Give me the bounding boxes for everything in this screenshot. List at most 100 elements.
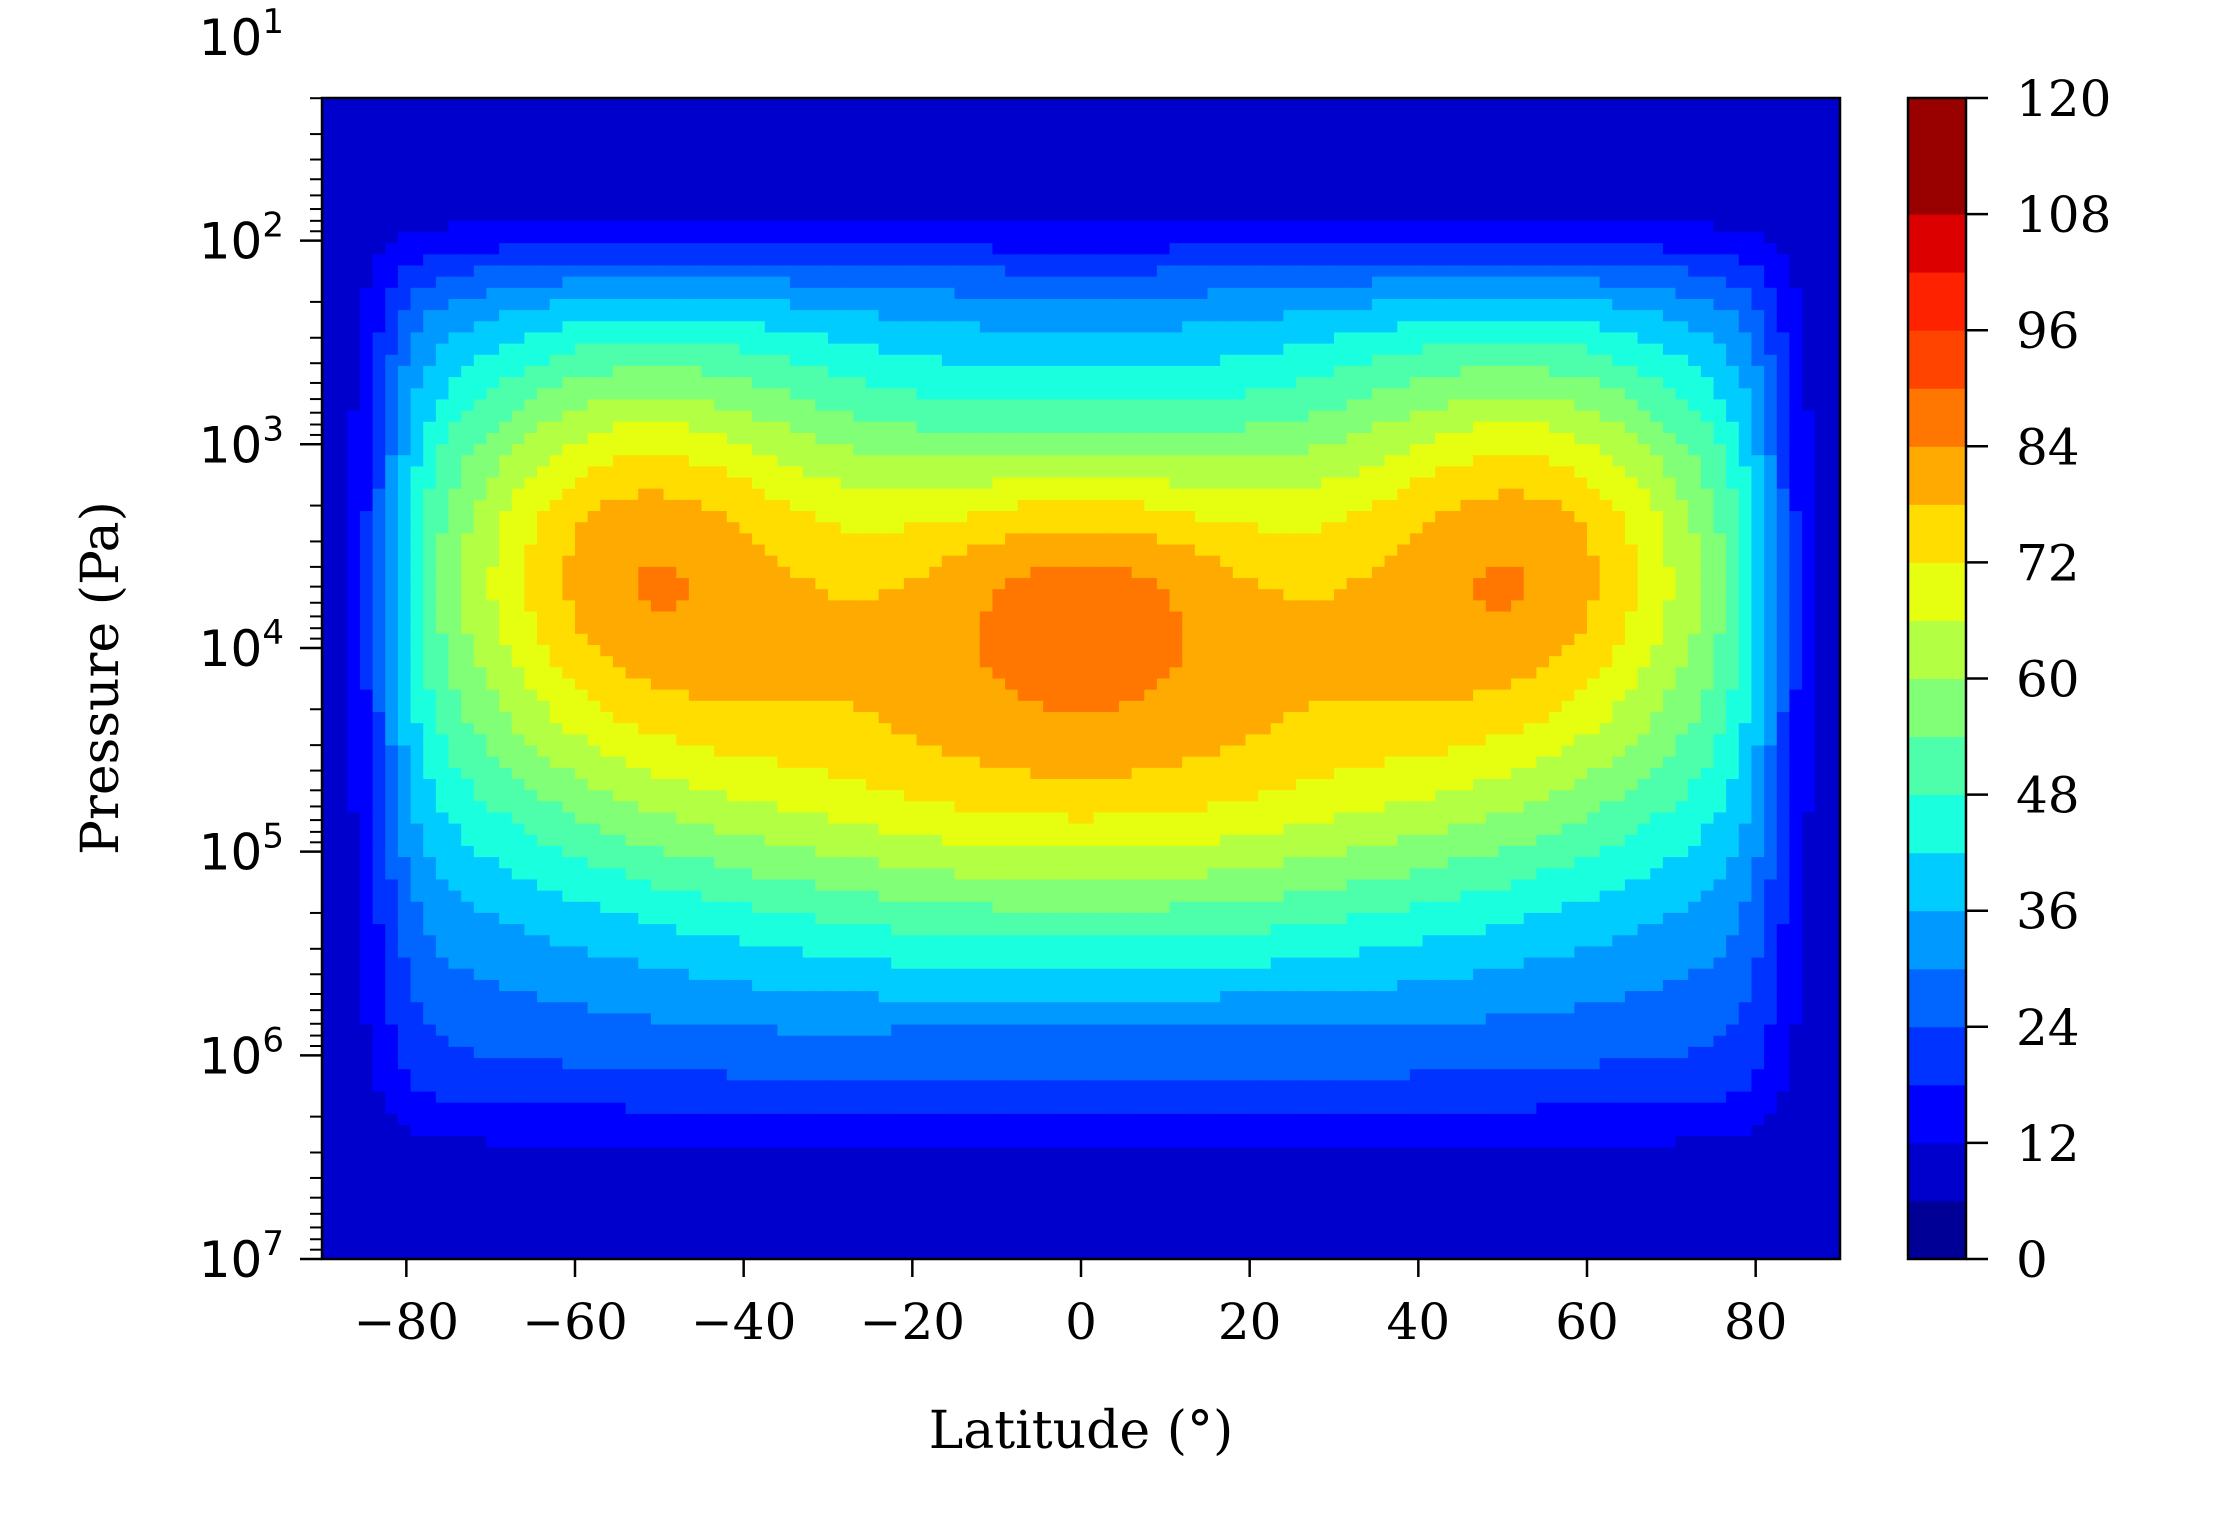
heatmap-cell bbox=[1726, 444, 1740, 456]
heatmap-cell bbox=[1030, 298, 1044, 311]
heatmap-cell bbox=[1131, 444, 1145, 456]
heatmap-cell bbox=[1814, 499, 1828, 512]
heatmap-cell bbox=[1245, 298, 1259, 311]
heatmap-cell bbox=[511, 477, 525, 490]
heatmap-cell bbox=[802, 231, 816, 244]
heatmap-cell bbox=[1599, 533, 1613, 546]
heatmap-cell bbox=[486, 488, 500, 501]
heatmap-cell bbox=[1599, 421, 1613, 434]
heatmap-cell bbox=[979, 231, 994, 244]
heatmap-cell bbox=[435, 176, 450, 188]
heatmap-cell bbox=[1081, 332, 1095, 345]
heatmap-cell bbox=[1422, 377, 1436, 389]
heatmap-cell bbox=[1106, 187, 1120, 200]
heatmap-cell bbox=[334, 287, 348, 300]
heatmap-cell bbox=[347, 131, 361, 144]
heatmap-cell bbox=[764, 365, 778, 378]
heatmap-cell bbox=[1068, 377, 1082, 389]
heatmap-cell bbox=[1334, 321, 1348, 334]
heatmap-cell bbox=[676, 455, 690, 467]
heatmap-cell bbox=[625, 198, 639, 211]
heatmap-cell bbox=[600, 444, 614, 456]
heatmap-cell bbox=[1422, 142, 1436, 155]
heatmap-cell bbox=[1005, 488, 1019, 501]
heatmap-cell bbox=[372, 98, 386, 110]
heatmap-cell bbox=[815, 354, 829, 367]
heatmap-cell bbox=[1207, 187, 1221, 200]
heatmap-cell bbox=[347, 477, 361, 490]
heatmap-cell bbox=[1131, 477, 1145, 490]
heatmap-cell bbox=[840, 198, 854, 211]
heatmap-cell bbox=[1713, 388, 1727, 401]
heatmap-cell bbox=[1017, 298, 1031, 311]
heatmap-cell bbox=[1536, 310, 1550, 322]
heatmap-cell bbox=[979, 142, 994, 155]
heatmap-cell bbox=[1334, 109, 1348, 121]
heatmap-cell bbox=[1321, 477, 1335, 490]
heatmap-cell bbox=[979, 511, 994, 523]
heatmap-cell bbox=[1093, 432, 1107, 445]
heatmap-cell bbox=[1713, 321, 1727, 334]
heatmap-cell bbox=[625, 511, 639, 523]
heatmap-cell bbox=[1789, 131, 1803, 144]
heatmap-cell bbox=[1030, 209, 1044, 222]
heatmap-cell bbox=[1473, 533, 1487, 546]
heatmap-cell bbox=[410, 332, 424, 345]
heatmap-cell bbox=[1435, 432, 1449, 445]
heatmap-cell bbox=[764, 354, 778, 367]
heatmap-cell bbox=[1055, 187, 1069, 200]
heatmap-cell bbox=[1334, 298, 1348, 311]
heatmap-cell bbox=[752, 555, 766, 568]
heatmap-cell bbox=[1523, 276, 1537, 289]
heatmap-cell bbox=[1498, 432, 1512, 445]
heatmap-cell bbox=[865, 164, 880, 177]
heatmap-cell bbox=[1068, 332, 1082, 345]
heatmap-cell bbox=[1397, 164, 1411, 177]
heatmap-cell bbox=[1713, 120, 1727, 133]
heatmap-cell bbox=[322, 276, 336, 289]
heatmap-cell bbox=[1371, 354, 1386, 367]
heatmap-cell bbox=[739, 209, 753, 222]
heatmap-cell bbox=[739, 164, 753, 177]
heatmap-cell bbox=[359, 477, 374, 490]
heatmap-cell bbox=[1751, 131, 1765, 144]
heatmap-cell bbox=[1093, 198, 1107, 211]
heatmap-cell bbox=[853, 298, 867, 311]
heatmap-cell bbox=[1650, 153, 1664, 166]
heatmap-cell bbox=[562, 265, 576, 278]
heatmap-cell bbox=[1751, 209, 1765, 222]
heatmap-cell bbox=[1473, 298, 1487, 311]
heatmap-cell bbox=[1334, 220, 1348, 233]
heatmap-cell bbox=[334, 511, 348, 523]
heatmap-cell bbox=[1118, 477, 1133, 490]
heatmap-cell bbox=[1081, 310, 1095, 322]
heatmap-cell bbox=[1144, 533, 1158, 546]
heatmap-cell bbox=[473, 243, 488, 255]
heatmap-cell bbox=[1118, 287, 1133, 300]
heatmap-cell bbox=[1371, 399, 1386, 412]
heatmap-cell bbox=[372, 455, 386, 467]
heatmap-cell bbox=[1523, 287, 1537, 300]
heatmap-cell bbox=[1017, 488, 1031, 501]
heatmap-cell bbox=[1346, 231, 1360, 244]
heatmap-cell bbox=[853, 365, 867, 378]
heatmap-cell bbox=[1776, 365, 1790, 378]
heatmap-cell bbox=[600, 142, 614, 155]
heatmap-cell bbox=[1055, 555, 1069, 568]
heatmap-cell bbox=[790, 153, 804, 166]
heatmap-cell bbox=[1068, 399, 1082, 412]
heatmap-cell bbox=[1789, 220, 1803, 233]
heatmap-cell bbox=[1169, 477, 1183, 490]
heatmap-cell bbox=[1700, 220, 1715, 233]
heatmap-cell bbox=[701, 254, 715, 267]
heatmap-cell bbox=[1688, 298, 1702, 311]
heatmap-cell bbox=[853, 220, 867, 233]
heatmap-cell bbox=[473, 354, 488, 367]
heatmap-cell bbox=[1764, 310, 1778, 322]
heatmap-cell bbox=[714, 522, 728, 534]
heatmap-cell bbox=[941, 243, 956, 255]
heatmap-cell bbox=[802, 533, 816, 546]
heatmap-cell bbox=[587, 142, 601, 155]
heatmap-cell bbox=[1713, 421, 1727, 434]
heatmap-cell bbox=[1700, 310, 1715, 322]
